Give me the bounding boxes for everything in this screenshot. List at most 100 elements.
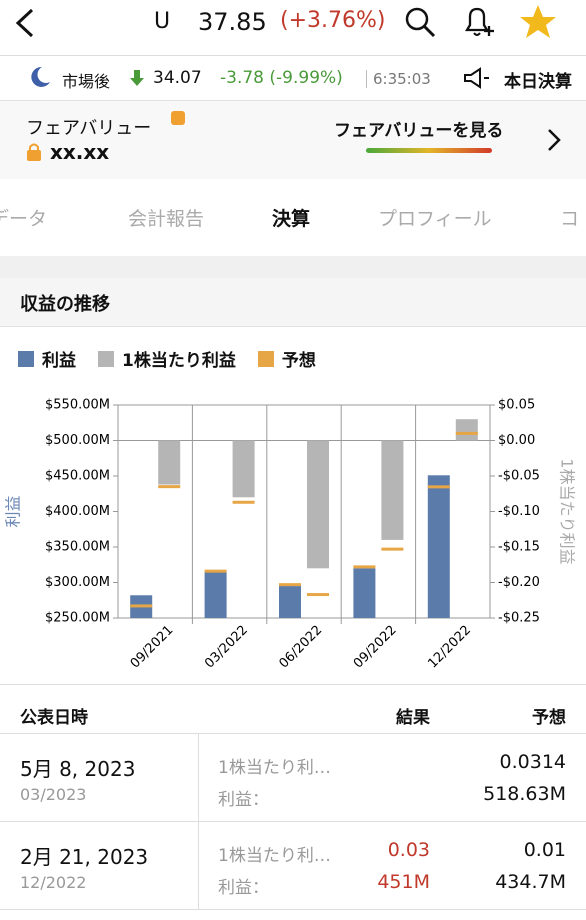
section-title: 収益の推移 xyxy=(20,294,110,315)
divider xyxy=(0,684,586,685)
y2-axis-title: 1株当たり利益 xyxy=(558,458,577,564)
table-header: 結果 xyxy=(396,708,430,728)
tab[interactable]: 会計報告 xyxy=(128,208,205,230)
forecast-marker xyxy=(130,604,153,608)
tab[interactable]: プロフィール xyxy=(378,208,492,230)
chevron[interactable] xyxy=(544,126,564,154)
y-tick-label: $450.00M xyxy=(45,469,110,484)
report-date: 5月 8, 2023 xyxy=(20,757,136,781)
forecast-value: 0.0314 xyxy=(499,751,566,773)
alert-icon[interactable] xyxy=(460,3,496,41)
x-tick-label: 09/2021 xyxy=(128,623,177,672)
watchlist-star[interactable] xyxy=(518,2,558,42)
fair-value-gauge xyxy=(366,148,492,153)
tab[interactable]: 決算 xyxy=(272,208,311,230)
forecast-value: 518.63M xyxy=(483,783,566,805)
section-header xyxy=(0,278,586,327)
y2-tick-label: -$0.10 xyxy=(498,504,540,519)
row-divider xyxy=(0,821,586,822)
bar xyxy=(158,440,181,485)
search-icon[interactable] xyxy=(402,4,438,40)
y2-tick-label: -$0.15 xyxy=(498,540,540,555)
legend-label: 利益 xyxy=(42,351,76,371)
y-tick-label: $350.00M xyxy=(45,540,110,555)
y2-tick-label: -$0.05 xyxy=(498,469,540,484)
y2-tick-label: -$0.20 xyxy=(498,575,540,590)
forecast-marker xyxy=(381,547,404,551)
chart: $250.00M $300.00M $350.00M $400.00M $450.00M… xyxy=(4,398,577,672)
tab[interactable]: データ xyxy=(0,208,48,230)
y-tick-label: $550.00M xyxy=(45,398,110,413)
forecast-marker xyxy=(307,593,329,597)
column-divider xyxy=(198,821,199,909)
bar xyxy=(427,475,450,618)
forecast-value: 0.01 xyxy=(523,839,566,861)
bar xyxy=(204,571,227,618)
x-tick-label: 06/2022 xyxy=(277,623,326,672)
result-value: 0.03 xyxy=(387,839,430,861)
x-tick-label: 03/2022 xyxy=(202,623,251,672)
fair-value: xx.xx xyxy=(50,140,110,164)
price: 37.85 xyxy=(198,8,267,36)
legend-item: 1株当たり利益 xyxy=(98,346,236,371)
y2-tick-label: -$0.25 xyxy=(498,611,540,626)
earnings-notice[interactable]: 本日決算 xyxy=(504,72,572,92)
x-tick-label: 12/2022 xyxy=(425,623,474,672)
gap xyxy=(0,256,586,278)
y-tick-label: $500.00M xyxy=(45,433,110,448)
legend-swatch xyxy=(18,350,34,367)
after-hours-label: 市場後 xyxy=(62,72,111,91)
forecast-marker xyxy=(455,431,478,435)
forecast-marker xyxy=(158,485,181,489)
pro-badge xyxy=(171,111,185,125)
forecast-marker xyxy=(279,583,301,587)
y2-tick-label: $0.05 xyxy=(498,398,535,413)
earnings-table: 公表日時 結果 予想 5月 8, 2023 03/2023 1株当たり利… 利益： 0.031… xyxy=(0,685,586,920)
table-header: 予想 xyxy=(532,708,566,728)
after-hours-change: -3.78 (-9.99%) xyxy=(220,68,343,88)
metric-label: 利益： xyxy=(218,878,269,898)
legend-label: 予想 xyxy=(281,351,316,371)
table-header: 公表日時 xyxy=(20,708,88,728)
forecast-marker xyxy=(204,569,227,573)
price-change: (+3.76%) xyxy=(280,8,386,33)
bar xyxy=(455,419,478,441)
after-hours-price: 34.07 xyxy=(153,68,202,88)
report-period: 03/2023 xyxy=(20,785,87,804)
legend-swatch xyxy=(257,350,274,367)
column-divider xyxy=(198,733,199,821)
forecast-marker xyxy=(427,485,450,489)
tab-bar: データ 会計報告 決算 プロフィール コ xyxy=(0,180,586,255)
legend-item: 利益 xyxy=(18,346,76,371)
x-tick-label: 09/2022 xyxy=(351,623,400,672)
fair-value-link[interactable]: フェアバリューを見る xyxy=(334,121,504,141)
legend-item: 予想 xyxy=(257,346,316,371)
lock-icon xyxy=(27,143,41,161)
y-axis-title: 利益 xyxy=(4,495,23,527)
divider xyxy=(0,55,586,56)
moon-icon xyxy=(31,66,50,87)
report-period: 12/2022 xyxy=(20,873,87,892)
tab[interactable]: コ xyxy=(560,208,580,230)
bar xyxy=(307,440,329,569)
bar xyxy=(381,440,404,540)
forecast-marker xyxy=(353,565,376,569)
report-date: 2月 21, 2023 xyxy=(20,845,149,869)
y-tick-label: $250.00M xyxy=(45,611,110,626)
fair-value-label: フェアバリュー xyxy=(26,118,152,139)
y2-tick-label: $0.00 xyxy=(498,433,535,448)
bar xyxy=(279,586,301,618)
fair-value-panel[interactable] xyxy=(0,100,586,179)
row-divider xyxy=(0,909,586,910)
forecast-value: 434.7M xyxy=(495,871,566,893)
metric-label: 1株当たり利… xyxy=(218,758,331,778)
megaphone-icon xyxy=(464,67,489,89)
legend-swatch xyxy=(98,350,114,367)
row-divider xyxy=(0,733,586,734)
y-tick-label: $300.00M xyxy=(45,575,110,590)
result-value: 451M xyxy=(377,871,430,893)
forecast-marker xyxy=(232,500,255,504)
back-button[interactable] xyxy=(10,6,40,40)
legend-label: 1株当たり利益 xyxy=(122,351,236,371)
